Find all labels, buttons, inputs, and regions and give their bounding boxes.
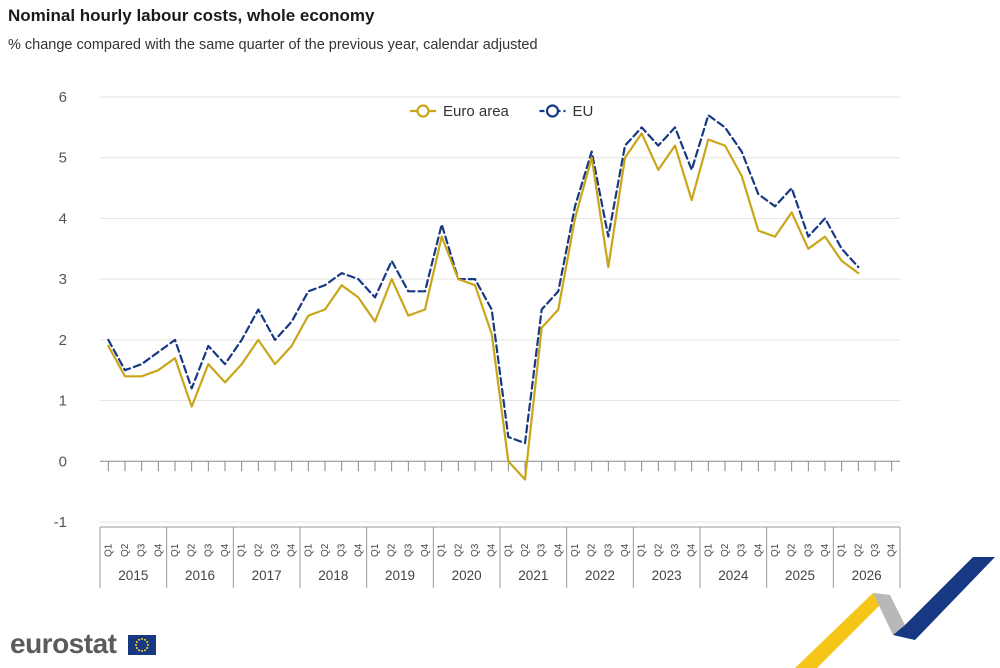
eurostat-logo-text: eurostat [10,628,117,659]
quarter-label: Q3 [270,543,281,557]
quarter-label: Q1 [370,543,381,557]
quarter-label: Q2 [320,543,331,557]
quarter-label: Q2 [253,543,264,557]
quarter-label: Q4 [887,543,898,557]
y-axis-tick-labels: -1 0 1 2 3 4 5 6 [54,89,67,531]
year-label: 2015 [118,568,148,583]
quarter-label: Q4 [820,543,831,557]
quarter-label: Q2 [387,543,398,557]
quarter-label: Q2 [853,543,864,557]
quarter-label: Q4 [620,543,631,557]
year-label: 2017 [252,568,282,583]
chart-title: Nominal hourly labour costs, whole econo… [8,6,375,25]
year-label: 2016 [185,568,215,583]
quarter-label: Q3 [537,543,548,557]
quarter-label: Q4 [287,543,298,557]
series-line-eu [107,114,860,445]
quarter-label: Q1 [170,543,181,557]
quarter-label: Q3 [470,543,481,557]
year-label: 2022 [585,568,615,583]
eu-flag-icon [128,635,156,655]
quarter-label: Q2 [520,543,531,557]
legend[interactable]: Euro area EU [410,103,593,120]
legend-marker-icon [416,104,430,118]
year-label: 2024 [718,568,749,583]
quarter-label: Q4 [220,543,231,557]
quarter-label: Q3 [870,543,881,557]
quarter-label: Q2 [120,543,131,557]
quarter-label: Q3 [137,543,148,557]
chart-subtitle: % change compared with the same quarter … [8,37,538,53]
quarter-label: Q2 [187,543,198,557]
y-tick-label: 5 [59,150,67,167]
year-label: 2019 [385,568,415,583]
x-axis: Q1 Q2 Q3 Q4 Q1 Q2 Q3 Q4 Q1 Q2 Q3 Q4 Q1 Q2 Q3 Q4 Q1 Q2 Q3 Q4… [99,460,901,588]
quarter-label: Q1 [837,543,848,557]
quarter-label: Q1 [703,543,714,557]
y-tick-label: -1 [54,514,67,531]
quarter-label: Q3 [803,543,814,557]
quarter-label: Q1 [103,543,114,557]
quarter-label: Q4 [153,543,164,557]
y-tick-label: 6 [59,89,67,106]
quarter-label: Q3 [203,543,214,557]
legend-label: Euro area [443,103,510,120]
quarter-label: Q4 [420,543,431,557]
series-line-euro-area [107,132,860,481]
gridlines [100,96,900,523]
quarter-label: Q2 [720,543,731,557]
quarter-label: Q1 [237,543,248,557]
quarter-label: Q1 [503,543,514,557]
year-label: 2020 [452,568,482,583]
quarter-label: Q3 [337,543,348,557]
series-lines [107,114,860,481]
y-tick-label: 4 [59,210,67,227]
year-label: 2021 [518,568,548,583]
quarter-label: Q4 [687,543,698,557]
quarter-label: Q2 [653,543,664,557]
legend-marker-icon [545,104,560,118]
quarter-label: Q1 [637,543,648,557]
quarter-label: Q2 [587,543,598,557]
eurostat-swoosh-decoration [795,557,995,668]
quarter-label: Q4 [753,543,764,557]
quarter-label: Q1 [303,543,314,557]
legend-item-euro-area[interactable]: Euro area [410,103,510,120]
y-tick-label: 1 [59,393,67,410]
y-tick-label: 2 [59,332,67,349]
y-tick-label: 0 [59,453,67,470]
quarter-label: Q1 [570,543,581,557]
quarter-label: Q1 [770,543,781,557]
quarter-label: Q3 [603,543,614,557]
quarter-label: Q3 [403,543,414,557]
quarter-label: Q3 [737,543,748,557]
year-label: 2023 [652,568,682,583]
legend-label: EU [573,103,594,120]
quarter-label: Q1 [437,543,448,557]
quarter-label: Q3 [670,543,681,557]
quarter-label: Q2 [787,543,798,557]
year-label: 2018 [318,568,348,583]
quarter-label: Q4 [553,543,564,557]
year-label: 2025 [785,568,815,583]
quarter-label: Q2 [453,543,464,557]
quarter-label: Q4 [487,543,498,557]
y-tick-label: 3 [59,271,67,288]
quarter-label: Q4 [353,543,364,557]
year-label: 2026 [852,568,882,583]
legend-item-eu[interactable]: EU [539,103,594,120]
